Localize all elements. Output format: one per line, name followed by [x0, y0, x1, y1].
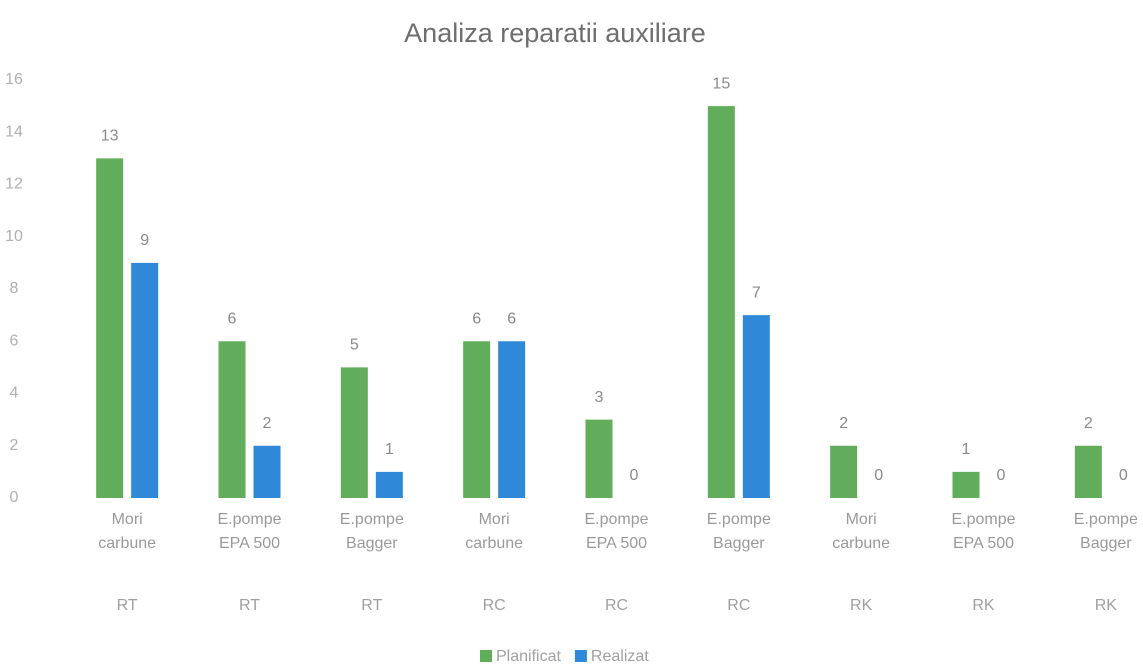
chart-title: Analiza reparatii auxiliare [404, 18, 706, 48]
legend-swatch [480, 650, 492, 662]
data-label: 7 [752, 284, 761, 301]
bar [742, 315, 770, 498]
group-label: RC [605, 597, 628, 614]
bar [253, 445, 281, 498]
group-label: RK [972, 597, 995, 614]
bar [375, 471, 403, 498]
y-tick-label: 14 [5, 123, 23, 140]
data-label: 15 [712, 75, 730, 92]
bar [585, 419, 613, 498]
data-label: 2 [839, 415, 848, 432]
bar [498, 341, 526, 498]
y-tick-label: 0 [10, 489, 19, 506]
x-tick-label: E.pompe Bagger [706, 511, 771, 552]
data-label: 2 [1084, 415, 1093, 432]
group-label: RT [117, 597, 138, 614]
x-tick-label: E.pompe Bagger [339, 511, 404, 552]
legend-label: Realizat [591, 648, 649, 665]
y-tick-label: 2 [10, 437, 19, 454]
y-tick-label: 16 [5, 71, 23, 88]
x-tick-label: E.pompe EPA 500 [584, 511, 649, 552]
data-label: 3 [595, 389, 604, 406]
data-label: 0 [997, 467, 1006, 484]
data-label: 6 [507, 310, 516, 327]
x-tick-label: Mori carbune [465, 511, 524, 552]
bar [952, 471, 980, 498]
bar [830, 445, 858, 498]
data-label: 0 [630, 467, 639, 484]
data-label: 5 [350, 337, 359, 354]
y-tick-label: 4 [10, 385, 19, 402]
group-label: RT [239, 597, 260, 614]
data-label: 0 [1119, 467, 1128, 484]
group-label: RC [727, 597, 750, 614]
data-label: 1 [962, 441, 971, 458]
bar [131, 262, 159, 498]
x-tick-label: E.pompe EPA 500 [951, 511, 1016, 552]
bar [707, 106, 735, 498]
data-label: 6 [472, 310, 481, 327]
legend-swatch [574, 650, 587, 662]
data-label: 1 [385, 441, 394, 458]
y-tick-label: 12 [5, 176, 23, 193]
x-tick-label: E.pompe Bagger [1073, 511, 1138, 552]
group-label: RK [850, 597, 873, 614]
bar [1074, 445, 1102, 498]
group-label: RC [483, 597, 506, 614]
bar [340, 367, 368, 498]
data-label: 9 [140, 232, 149, 249]
bar [218, 341, 246, 498]
data-label: 0 [874, 467, 883, 484]
x-tick-label: Mori carbune [98, 511, 157, 552]
x-tick-label: Mori carbune [832, 511, 891, 552]
group-label: RK [1095, 597, 1118, 614]
x-tick-label: E.pompe EPA 500 [217, 511, 282, 552]
bar [96, 158, 124, 498]
bar [463, 341, 491, 498]
legend-label: Planificat [496, 648, 561, 665]
data-label: 2 [263, 415, 272, 432]
data-label: 6 [228, 310, 237, 327]
data-label: 13 [101, 128, 119, 145]
y-tick-label: 8 [10, 280, 19, 297]
group-label: RT [361, 597, 382, 614]
y-tick-label: 6 [10, 332, 19, 349]
y-tick-label: 10 [5, 228, 23, 245]
